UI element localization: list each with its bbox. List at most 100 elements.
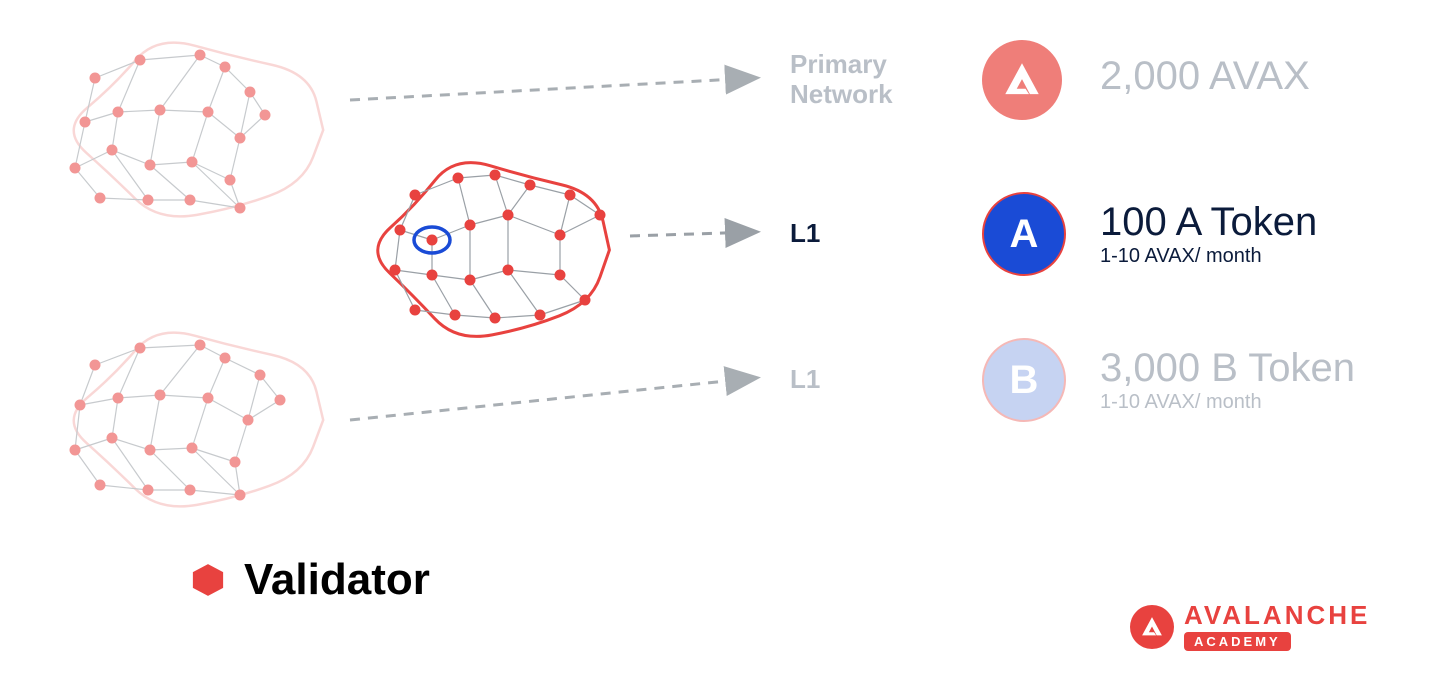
arrow [630, 232, 755, 236]
graph-node [75, 400, 86, 411]
graph-edge [75, 150, 112, 168]
value-l1-a-block: 100 A Token 1-10 AVAX/ month [1100, 200, 1317, 268]
graph-node [143, 195, 154, 206]
graph-node [243, 415, 254, 426]
graph-edge [560, 215, 600, 235]
graph-node [220, 353, 231, 364]
graph-node [187, 443, 198, 454]
legend-label: Validator [244, 555, 430, 605]
arrow [350, 78, 755, 100]
graph-edge [150, 165, 190, 200]
graph-edge [190, 490, 240, 495]
graph-node [555, 230, 566, 241]
graph-node [465, 220, 476, 231]
graph-edge [508, 270, 560, 275]
network-l1a [378, 163, 610, 337]
network-primary [70, 43, 324, 217]
graph-node [80, 117, 91, 128]
graph-edge [495, 315, 540, 318]
brand-avalanche-academy: AVALANCHE ACADEMY [1130, 602, 1370, 651]
graph-edge [495, 175, 508, 215]
graph-edge [395, 270, 415, 310]
graph-edge [455, 315, 495, 318]
graph-node [107, 145, 118, 156]
graph-edge [150, 162, 192, 165]
graph-edge [192, 448, 240, 495]
graph-node [230, 457, 241, 468]
graph-edge [150, 395, 160, 450]
graph-edge [112, 398, 118, 438]
graph-node [70, 445, 81, 456]
graph-node [453, 173, 464, 184]
graph-edge [235, 420, 248, 462]
graph-edge [208, 67, 225, 112]
brand-sub: ACADEMY [1184, 632, 1291, 651]
value-primary: 2,000 AVAX [1100, 54, 1310, 99]
graph-node [260, 110, 271, 121]
graph-edge [160, 395, 208, 398]
graph-node [203, 107, 214, 118]
avax-icon [1139, 614, 1165, 640]
value-l1-b-block: 3,000 B Token 1-10 AVAX/ month [1100, 346, 1355, 414]
label-l1-b: L1 [790, 364, 820, 395]
graph-edge [160, 110, 208, 112]
graph-node [113, 107, 124, 118]
graph-edge [75, 450, 100, 485]
token-a-letter: A [1010, 212, 1039, 257]
legend: Validator [190, 555, 430, 605]
graph-edge [140, 345, 200, 348]
graph-node [275, 395, 286, 406]
graph-node [535, 310, 546, 321]
label-primary-network: Primary Network [790, 50, 893, 110]
graph-edge [240, 92, 250, 138]
arrow [350, 378, 755, 420]
graph-edge [100, 485, 148, 490]
graph-node [195, 50, 206, 61]
graph-node [503, 210, 514, 221]
avax-icon [1000, 58, 1044, 102]
value-l1-a-sub: 1-10 AVAX/ month [1100, 245, 1317, 268]
graph-edge [208, 398, 248, 420]
graph-edge [208, 112, 240, 138]
graph-node [427, 270, 438, 281]
graph-node [135, 343, 146, 354]
graph-edge [75, 168, 100, 198]
graph-node [595, 210, 606, 221]
graph-edge [112, 438, 150, 450]
graph-edge [150, 110, 160, 165]
graph-node [525, 180, 536, 191]
graph-node [410, 305, 421, 316]
graph-node [490, 170, 501, 181]
graph-edge [192, 112, 208, 162]
graph-node [90, 360, 101, 371]
graph-node [195, 340, 206, 351]
graph-node [143, 485, 154, 496]
value-l1-b-title: 3,000 B Token [1100, 346, 1355, 391]
value-l1-a-title: 100 A Token [1100, 200, 1317, 245]
graph-node [90, 73, 101, 84]
token-b-letter: B [1010, 358, 1039, 403]
graph-node [185, 195, 196, 206]
graph-node [565, 190, 576, 201]
graph-edge [230, 138, 240, 180]
graph-node [255, 370, 266, 381]
graph-edge [140, 55, 200, 60]
graph-edge [192, 398, 208, 448]
graph-edge [400, 195, 415, 230]
graph-edge [470, 280, 495, 318]
graph-edge [432, 275, 455, 315]
graph-edge [150, 448, 192, 450]
graph-edge [100, 198, 148, 200]
graph-node [187, 157, 198, 168]
graph-node [427, 235, 438, 246]
graph-node [145, 160, 156, 171]
graph-edge [470, 270, 508, 280]
graph-node [235, 490, 246, 501]
graph-edge [75, 122, 85, 168]
graph-node [490, 313, 501, 324]
value-l1-b-sub: 1-10 AVAX/ month [1100, 391, 1355, 414]
network-blob [74, 43, 323, 217]
graph-edge [508, 270, 540, 315]
graph-node [107, 433, 118, 444]
graph-node [135, 55, 146, 66]
